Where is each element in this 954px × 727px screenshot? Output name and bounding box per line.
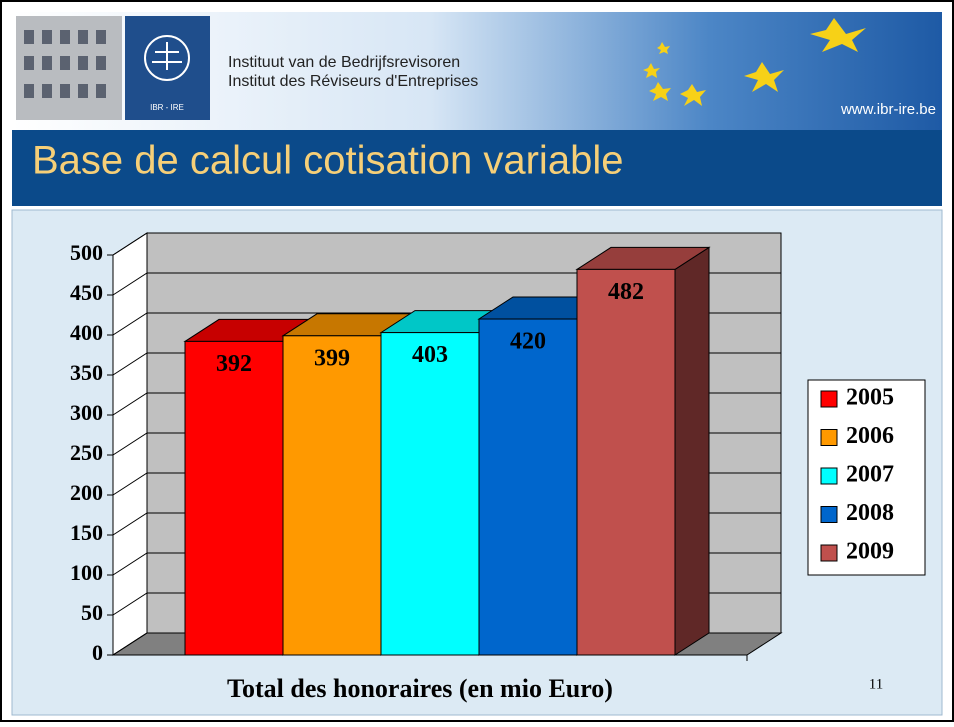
grid-line	[112, 232, 781, 256]
y-tick-label: 400	[70, 320, 103, 345]
value-label: 403	[412, 342, 448, 368]
value-label: 392	[216, 351, 252, 377]
y-tick-label: 500	[70, 240, 103, 265]
y-tick-label: 300	[70, 400, 103, 425]
bar	[184, 340, 284, 656]
bar-side	[674, 246, 710, 656]
building-windows	[24, 30, 106, 98]
legend-swatch	[820, 506, 838, 523]
title-band	[12, 130, 942, 206]
legend-label: 2007	[846, 462, 894, 488]
legend-swatch	[820, 544, 838, 562]
grid-line	[112, 272, 781, 296]
y-tick-label: 100	[70, 560, 103, 585]
logo-scales	[152, 42, 182, 70]
y-tick-label: 50	[81, 600, 103, 625]
header-line1: Instituut van de Bedrijfsrevisoren	[228, 54, 460, 71]
value-label: 482	[608, 279, 644, 305]
legend-label: 2005	[846, 385, 894, 411]
plot: 0 50 100 150 200 250 300 350 400 450 500 392 399 403 4…	[70, 232, 926, 665]
bar	[478, 318, 578, 656]
y-tick-label: 150	[70, 520, 103, 545]
slide-title: Base de calcul cotisation variable	[32, 139, 623, 183]
header-line2: Institut des Réviseurs d'Entreprises	[228, 73, 478, 90]
legend-swatch	[820, 467, 838, 485]
y-tick-label: 0	[92, 640, 103, 665]
x-axis-label: Total des honoraires (en mio Euro)	[227, 674, 613, 703]
legend-label: 2009	[846, 539, 894, 565]
value-label: 399	[314, 345, 350, 371]
y-tick-label: 350	[70, 360, 103, 385]
stars	[643, 18, 866, 106]
header-url: www.ibr-ire.be	[840, 101, 936, 118]
page-number: 11	[869, 676, 883, 692]
legend-swatch	[820, 429, 838, 446]
legend-label: 2006	[846, 423, 894, 449]
legend-label: 2008	[846, 500, 894, 526]
value-label: 420	[510, 329, 546, 355]
y-tick-label: 450	[70, 280, 103, 305]
logo-circle	[144, 35, 190, 81]
bar	[380, 332, 480, 656]
logo-text: IBR - IRE	[150, 103, 184, 112]
bar	[576, 268, 676, 656]
y-tick-label: 200	[70, 480, 103, 505]
bar	[282, 335, 382, 656]
y-tick-label: 250	[70, 440, 103, 465]
legend-swatch	[820, 390, 838, 408]
